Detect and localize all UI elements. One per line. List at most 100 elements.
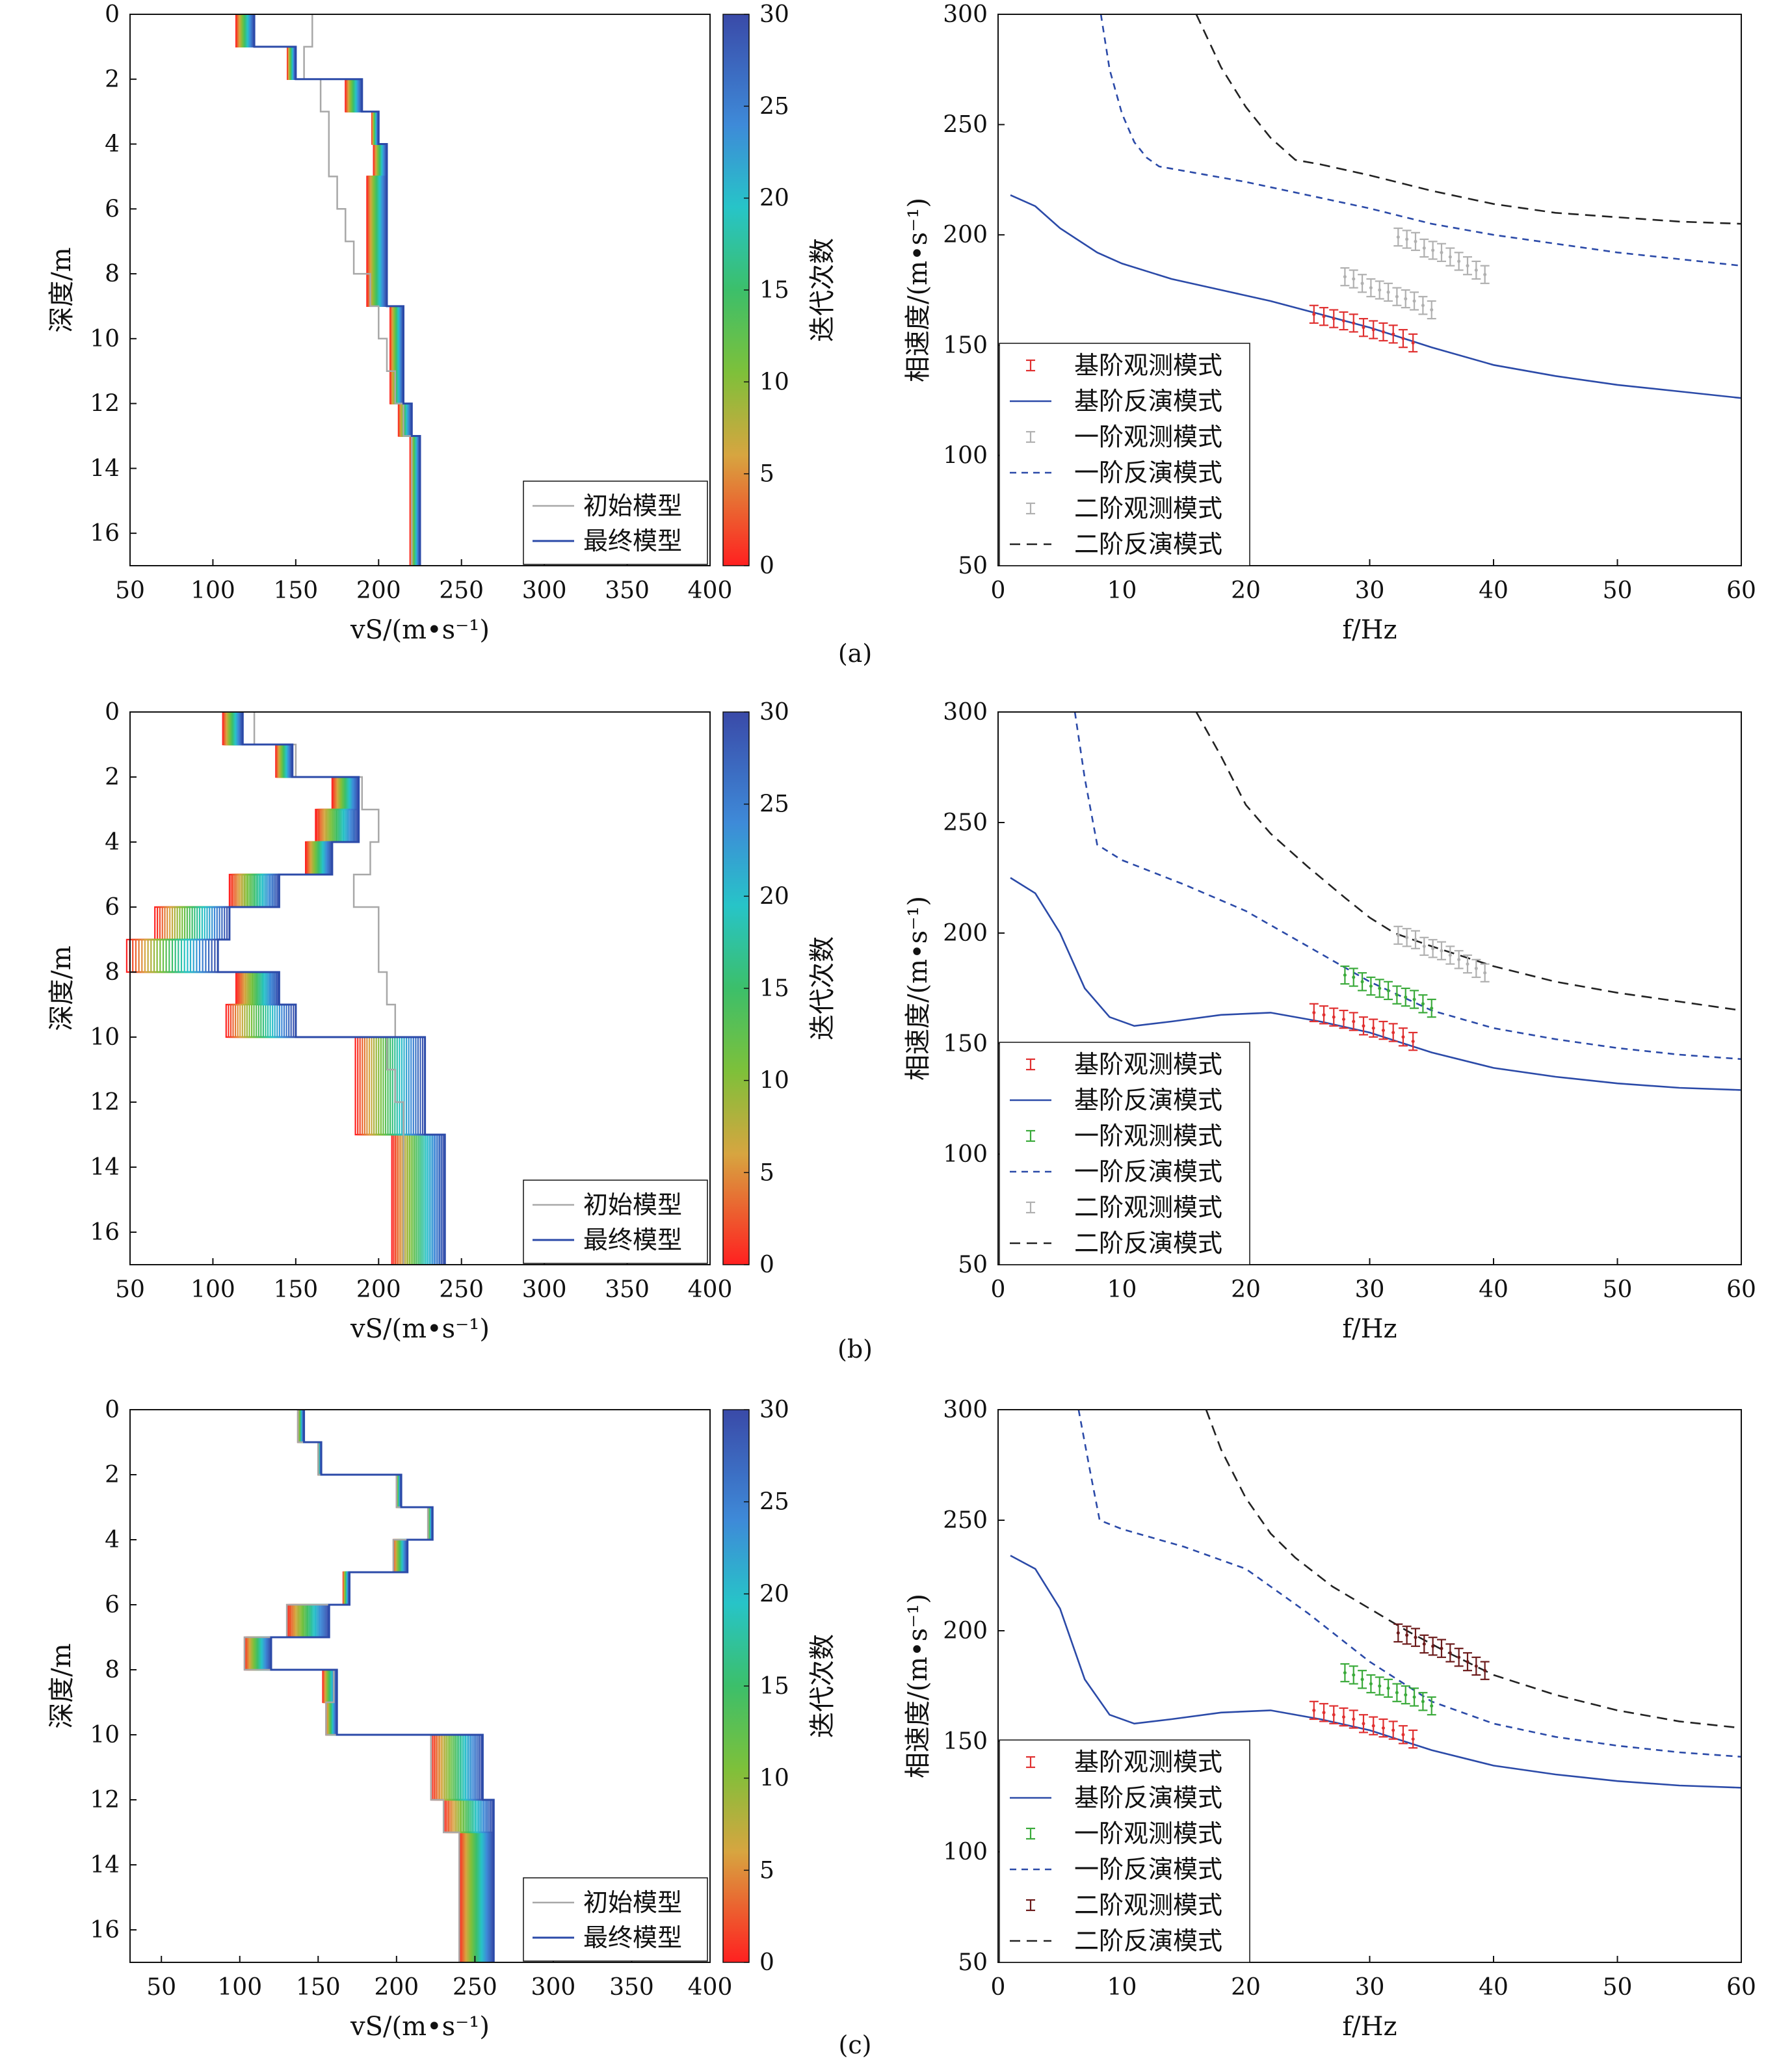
data-point [1352, 1020, 1356, 1023]
colorbar-tick-label: 0 [759, 1252, 774, 1278]
iteration-path [244, 1410, 462, 1962]
first-order-observed-point [1358, 972, 1367, 992]
iteration-path [205, 712, 439, 1265]
x-tick-label: 10 [1107, 577, 1137, 604]
iteration-path [264, 1410, 486, 1962]
data-point [1312, 1010, 1316, 1014]
iteration-path [252, 1410, 471, 1962]
data-point [1457, 1655, 1461, 1659]
colorbar-tick-label: 15 [759, 277, 789, 304]
colorbar-tick-label: 5 [759, 1159, 774, 1186]
y-tick-label: 150 [943, 1031, 988, 1057]
x-tick-label: 0 [991, 1276, 1006, 1303]
plot-frame [129, 1409, 711, 1963]
second-order-observed-point [1393, 227, 1403, 247]
data-point [1405, 1633, 1409, 1637]
iteration-path [252, 14, 421, 566]
x-tick-label: 10 [1107, 1974, 1137, 2001]
y-tick-label: 4 [105, 1527, 120, 1553]
y-tick-label: 100 [943, 1141, 988, 1168]
y-axis-label: 相速度/(m•s⁻¹) [903, 1594, 933, 1778]
iteration-path [248, 14, 418, 566]
y-tick-label: 14 [90, 1852, 120, 1878]
fundamental-observed-point [1369, 320, 1378, 339]
iteration-path [261, 1410, 483, 1962]
second-order-observed-point [1402, 928, 1412, 947]
first-order-observed-point [1358, 274, 1367, 293]
data-point [1421, 304, 1425, 308]
iteration-path [247, 1410, 465, 1962]
data-point [1474, 966, 1478, 970]
iteration-path [255, 1410, 475, 1962]
iteration-path [248, 1410, 466, 1962]
data-point [1352, 975, 1356, 979]
fundamental-observed-point [1319, 307, 1329, 326]
first-order-observed-point [1410, 1687, 1419, 1707]
y-tick-label: 200 [943, 920, 988, 947]
iteration-path [246, 14, 417, 566]
legend-label: 一阶观测模式 [1074, 423, 1222, 451]
iteration-path [174, 712, 421, 1265]
caption-a: (a) [838, 639, 872, 668]
y-tick-label: 50 [958, 1252, 988, 1278]
x-tick-label: 100 [191, 1276, 235, 1303]
x-tick-label: 30 [1355, 577, 1385, 604]
data-point [1395, 1691, 1399, 1694]
first-order-observed-point [1349, 1665, 1358, 1685]
iteration-path [267, 1410, 490, 1962]
data-point [1411, 1737, 1415, 1741]
data-point [1414, 239, 1417, 243]
y-tick-label: 14 [90, 455, 120, 482]
data-point [1466, 264, 1469, 268]
iteration-path [244, 14, 415, 566]
second-order-observed-point [1436, 941, 1446, 960]
data-point [1440, 1646, 1443, 1650]
iteration-path [267, 1410, 492, 1962]
x-tick-label: 20 [1231, 1974, 1261, 2001]
data-point [1474, 268, 1478, 272]
data-point [1386, 988, 1390, 992]
plot-frame [129, 14, 711, 566]
data-point [1371, 328, 1375, 332]
first-order-observed-point [1349, 968, 1358, 987]
first-order-observed-point [1375, 979, 1384, 998]
iteration-path [253, 1410, 473, 1962]
iteration-path [259, 1410, 480, 1962]
first-order-inversion-line [1074, 712, 1741, 1061]
iteration-path [254, 1410, 474, 1962]
iteration-path [249, 14, 419, 566]
data-point [1448, 953, 1452, 957]
data-point [1362, 326, 1365, 330]
colorbar-tick-label: 10 [759, 1765, 789, 1792]
second-order-observed-point [1436, 1639, 1446, 1658]
y-tick-label: 6 [105, 894, 120, 921]
colorbar-label: 迭代次数 [808, 936, 837, 1040]
y-tick-label: 6 [105, 196, 120, 222]
data-point [1341, 1715, 1345, 1719]
y-tick-label: 150 [943, 1728, 988, 1755]
x-tick-label: 350 [605, 577, 650, 604]
y-tick-label: 0 [105, 699, 120, 726]
fundamental-observed-point [1388, 1023, 1398, 1042]
colorbar-label: 迭代次数 [808, 1634, 837, 1738]
plot-area [1010, 1410, 1741, 1789]
y-tick-label: 300 [943, 699, 988, 726]
first-order-observed-point [1427, 998, 1436, 1018]
data-point [1421, 1700, 1425, 1704]
y-tick-label: 200 [943, 1618, 988, 1644]
colorbar-tick-label: 25 [759, 93, 789, 120]
iteration-path [178, 712, 423, 1265]
colorbar-tick-label: 20 [759, 883, 789, 910]
x-tick-label: 100 [191, 577, 235, 604]
data-point [1395, 295, 1399, 298]
second-order-observed-point [1410, 930, 1420, 949]
data-point [1322, 1013, 1326, 1017]
iteration-path [248, 14, 418, 566]
data-point [1369, 286, 1373, 290]
data-point [1414, 938, 1417, 942]
iteration-path [252, 14, 420, 566]
iteration-path [141, 712, 402, 1265]
y-tick-label: 12 [90, 391, 120, 417]
first-order-observed-point [1349, 269, 1358, 289]
data-point [1381, 1726, 1385, 1730]
